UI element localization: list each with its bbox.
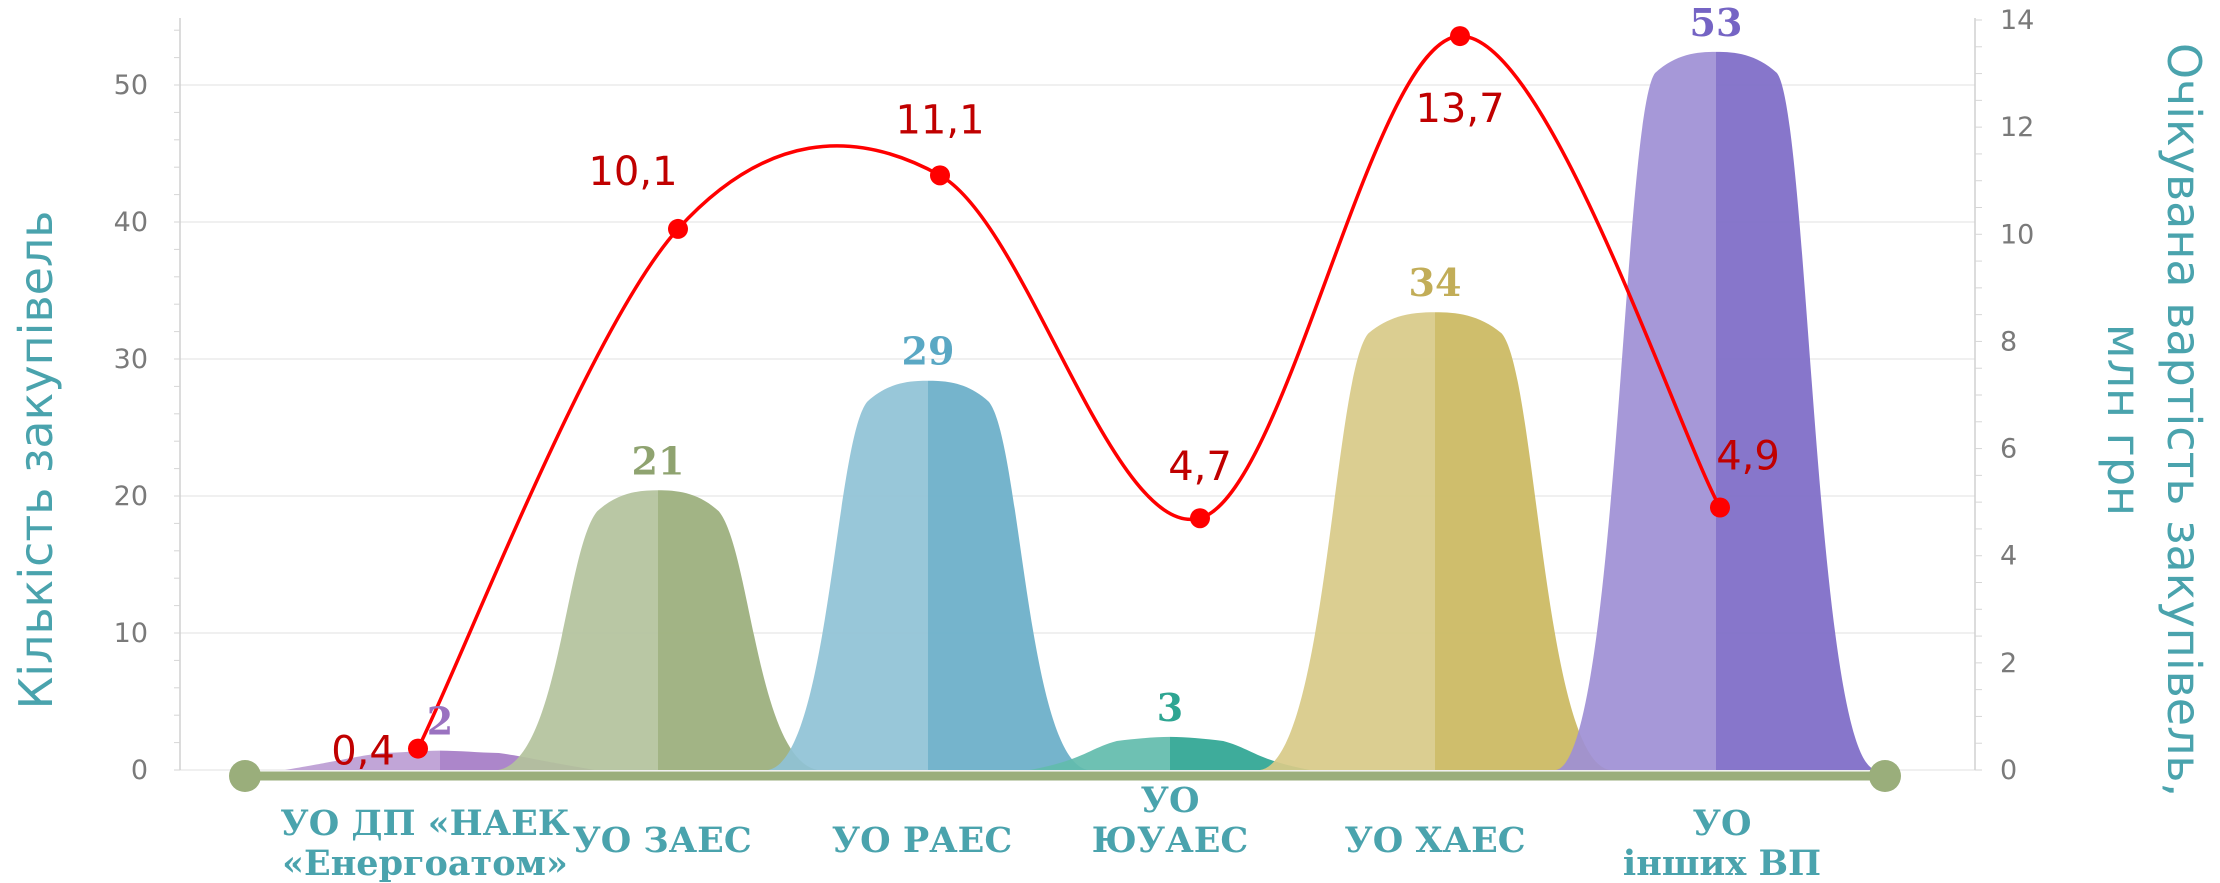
axes: 0 10 20 30 40 50 0 2 4 6 8 10 12 14 — [114, 5, 2034, 792]
y2-tick-label: 10 — [2000, 219, 2034, 250]
line-point — [930, 165, 950, 186]
y-tick-label: 20 — [114, 481, 148, 512]
bar-right-half — [1716, 51, 1876, 770]
bar-right-half — [658, 490, 818, 770]
line-path — [416, 34, 1722, 750]
bars — [285, 51, 1876, 770]
bar — [1556, 51, 1876, 770]
y2-tick-label: 12 — [2000, 112, 2034, 143]
bar-left-half — [1260, 312, 1435, 770]
bar-value-label: 29 — [902, 329, 955, 374]
line-series — [408, 26, 1730, 759]
bar-left-half — [768, 380, 928, 770]
category-label: «Енергоатом» — [282, 843, 568, 883]
bar — [1260, 312, 1610, 770]
category-label: УО — [1693, 803, 1752, 844]
y2-tick-label: 2 — [2000, 648, 2017, 679]
line-point — [1710, 497, 1730, 518]
bar — [498, 490, 818, 770]
bar-left-half — [498, 490, 658, 770]
y-axis-title: Кількість закупівель — [9, 211, 63, 710]
category-label: УО ЗАЕС — [572, 820, 751, 861]
line-value-label: 0,4 — [331, 729, 395, 775]
y2-tick-label: 8 — [2000, 326, 2017, 357]
line-value-label: 10,1 — [588, 149, 677, 195]
y2-tick-label: 6 — [2000, 434, 2017, 465]
line-point — [668, 218, 688, 239]
bar — [768, 380, 1088, 770]
bar-right-half — [928, 380, 1088, 770]
bar-value-label: 3 — [1157, 685, 1183, 730]
y2-tick-label: 14 — [2000, 5, 2034, 36]
bar-left-half — [1030, 736, 1170, 770]
y-tick-label: 40 — [114, 207, 148, 238]
y2-tick-label: 4 — [2000, 541, 2017, 572]
bar-value-label: 2 — [427, 699, 453, 744]
line-value-label: 4,9 — [1716, 434, 1780, 480]
line-value-label: 4,7 — [1168, 444, 1232, 490]
y-tick-label: 30 — [114, 344, 148, 375]
bar-right-half — [1435, 312, 1610, 770]
line-value-label: 13,7 — [1415, 86, 1504, 132]
category-label: ЮУАЕС — [1092, 820, 1249, 861]
line-value-label: 11,1 — [895, 97, 984, 143]
line-point — [408, 738, 428, 759]
axis-end-dot — [1869, 760, 1901, 792]
line-point — [1450, 26, 1470, 47]
y-tick-label: 0 — [131, 755, 148, 786]
bar-left-half — [285, 750, 440, 770]
category-label: УО ДП «НАЕК — [280, 803, 570, 844]
bar — [1030, 736, 1310, 770]
y2-tick-label: 0 — [2000, 755, 2017, 786]
y-tick-label: 50 — [114, 70, 148, 101]
axis-end-dot — [229, 760, 261, 792]
bar-value-label: 34 — [1409, 260, 1462, 305]
line-point — [1190, 508, 1210, 529]
category-label: УО ХАЕС — [1344, 820, 1525, 861]
bar-value-label: 21 — [632, 438, 685, 483]
y-tick-label: 10 — [114, 618, 148, 649]
category-label: інших ВП — [1623, 843, 1821, 883]
y2-axis-title-line2: млн грн — [2097, 324, 2151, 516]
y2-axis-title-line1: Очікувана вартість закупівель, — [2157, 43, 2211, 797]
bar-value-label: 53 — [1690, 0, 1743, 45]
bar-left-half — [1556, 51, 1716, 770]
category-label: УО РАЕС — [832, 820, 1012, 861]
category-label: УО — [1141, 780, 1200, 821]
labels: 2 21 29 3 34 53 0,4 10,1 11,1 4,7 13,7 4,9 УО ДП «НА… — [280, 0, 1821, 883]
